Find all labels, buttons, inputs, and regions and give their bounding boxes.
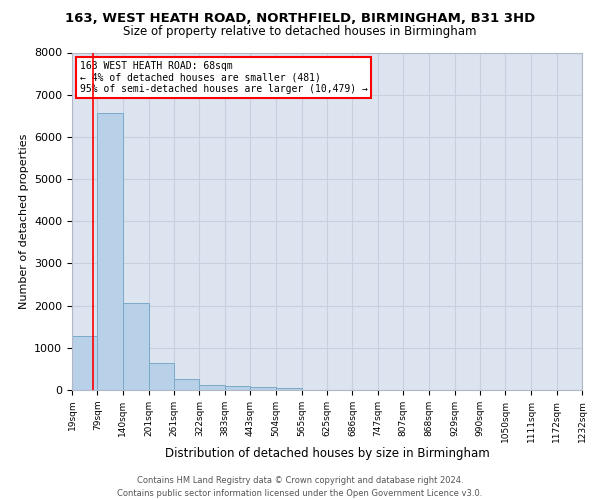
Bar <box>250 388 276 390</box>
Bar <box>149 363 174 390</box>
Bar <box>97 114 123 390</box>
Bar <box>225 386 250 390</box>
Bar <box>123 302 149 390</box>
Bar <box>276 388 302 390</box>
Text: 163, WEST HEATH ROAD, NORTHFIELD, BIRMINGHAM, B31 3HD: 163, WEST HEATH ROAD, NORTHFIELD, BIRMIN… <box>65 12 535 26</box>
Bar <box>199 384 225 390</box>
X-axis label: Distribution of detached houses by size in Birmingham: Distribution of detached houses by size … <box>164 448 490 460</box>
Text: Contains HM Land Registry data © Crown copyright and database right 2024.
Contai: Contains HM Land Registry data © Crown c… <box>118 476 482 498</box>
Text: 163 WEST HEATH ROAD: 68sqm
← 4% of detached houses are smaller (481)
95% of semi: 163 WEST HEATH ROAD: 68sqm ← 4% of detac… <box>80 61 368 94</box>
Bar <box>174 380 199 390</box>
Y-axis label: Number of detached properties: Number of detached properties <box>19 134 29 309</box>
Text: Size of property relative to detached houses in Birmingham: Size of property relative to detached ho… <box>123 25 477 38</box>
Bar <box>72 336 97 390</box>
